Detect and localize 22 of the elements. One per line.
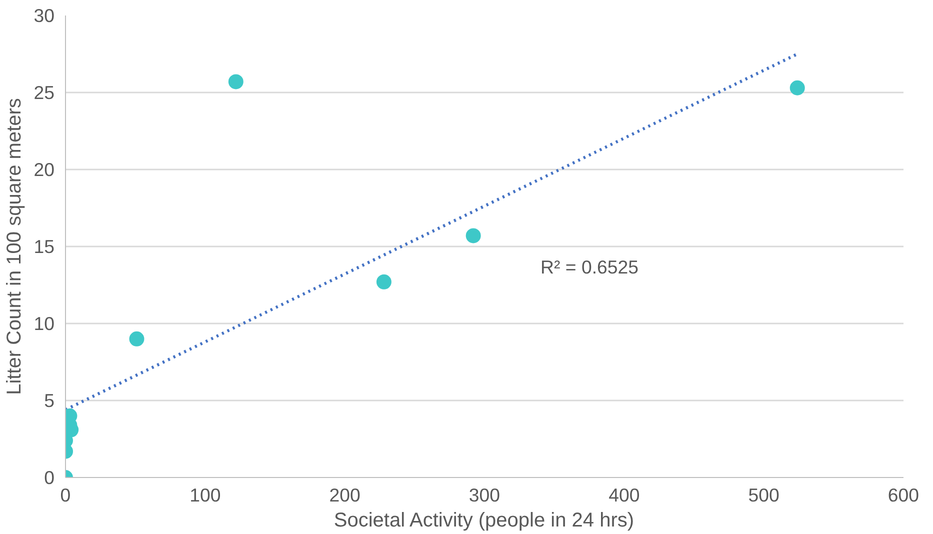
x-tick-label: 400 [608, 484, 640, 506]
x-tick-label: 300 [468, 484, 500, 506]
y-tick-label: 5 [44, 390, 55, 411]
point [129, 331, 144, 346]
x-tick-label: 600 [888, 484, 920, 506]
annotation: R² = 0.6525 [540, 256, 639, 278]
point [790, 80, 805, 96]
y-tick-label: 25 [34, 82, 55, 103]
y-axis-title: Litter Count in 100 square meters [4, 98, 26, 395]
x-tick-label: 200 [329, 484, 360, 506]
x-tick-label: 0 [60, 484, 71, 506]
x-tick-label: 100 [190, 484, 221, 506]
x-tick-label: 500 [748, 484, 780, 506]
x-axis-title: Societal Activity (people in 24 hrs) [334, 510, 634, 532]
y-tick-label: 15 [34, 236, 55, 257]
y-tick-label: 20 [34, 159, 55, 180]
y-tick-label: 30 [34, 5, 55, 26]
y-tick-label: 10 [34, 313, 55, 334]
point [466, 228, 481, 244]
y-tick-label: 0 [44, 467, 55, 488]
point [376, 274, 392, 290]
point [228, 74, 244, 90]
